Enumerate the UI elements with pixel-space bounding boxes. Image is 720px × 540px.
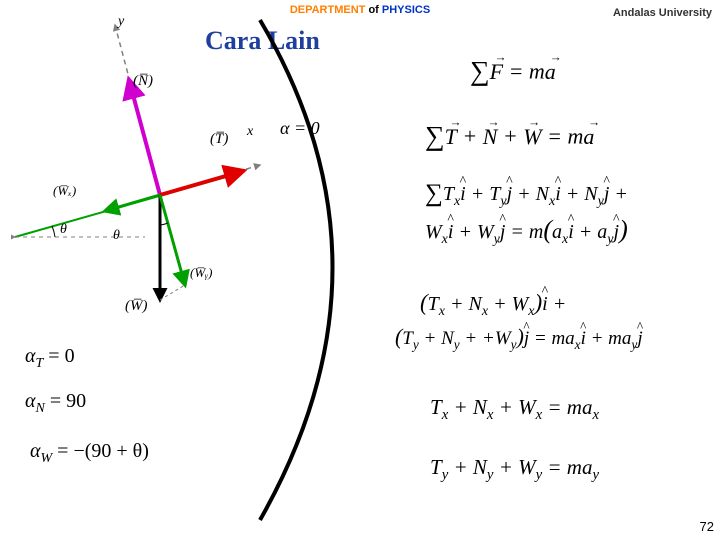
vector-Wy	[160, 195, 185, 285]
divider-curve	[240, 5, 440, 525]
eq-alpha-T: αT = 0	[25, 345, 75, 372]
eq-r4a: (Tx + Nx + Wx)i +	[420, 290, 566, 320]
eq-r5: Tx + Nx + Wx = max	[430, 395, 599, 424]
label-W: (W̅)	[125, 298, 148, 314]
eq-r4b: (Ty + Ny + +Wy)j = maxi + mayj	[395, 325, 643, 353]
vector-T	[160, 171, 243, 195]
theta-label-2: θ	[113, 228, 120, 243]
vector-Wx	[105, 195, 160, 211]
vector-N	[129, 80, 160, 195]
theta-arc-1	[52, 226, 55, 237]
university-label: Andalas University	[613, 7, 712, 19]
page-number: 72	[700, 519, 714, 534]
w-decomp-dash	[160, 285, 185, 300]
eq-r6: Ty + Ny + Wy = may	[430, 455, 599, 484]
eq-r1: ∑F = ma	[470, 55, 556, 87]
eq-alpha-W: αW = −(90 + θ)	[30, 440, 149, 467]
eq-r2: ∑T + N + W = ma	[425, 120, 594, 152]
theta-label-1: θ	[60, 222, 67, 237]
axis-y-label: y	[116, 15, 125, 29]
label-Wx: (W̅ₓ)	[53, 183, 76, 198]
free-body-diagram: y x (N̅) (T̅) (W̅ₓ) (W̅ᵧ) (W̅) θ θ	[5, 15, 275, 325]
label-N: (N̅)	[133, 73, 153, 89]
eq-r3b: Wxi + Wyj = m(axi + ayj)	[425, 215, 628, 248]
label-Wy: (W̅ᵧ)	[190, 265, 212, 280]
eq-r3a: ∑Txi + Tyj + Nxi + Nyj +	[425, 180, 628, 210]
eq-alpha-N: αN = 90	[25, 390, 86, 417]
label-T: (T̅)	[210, 131, 228, 147]
